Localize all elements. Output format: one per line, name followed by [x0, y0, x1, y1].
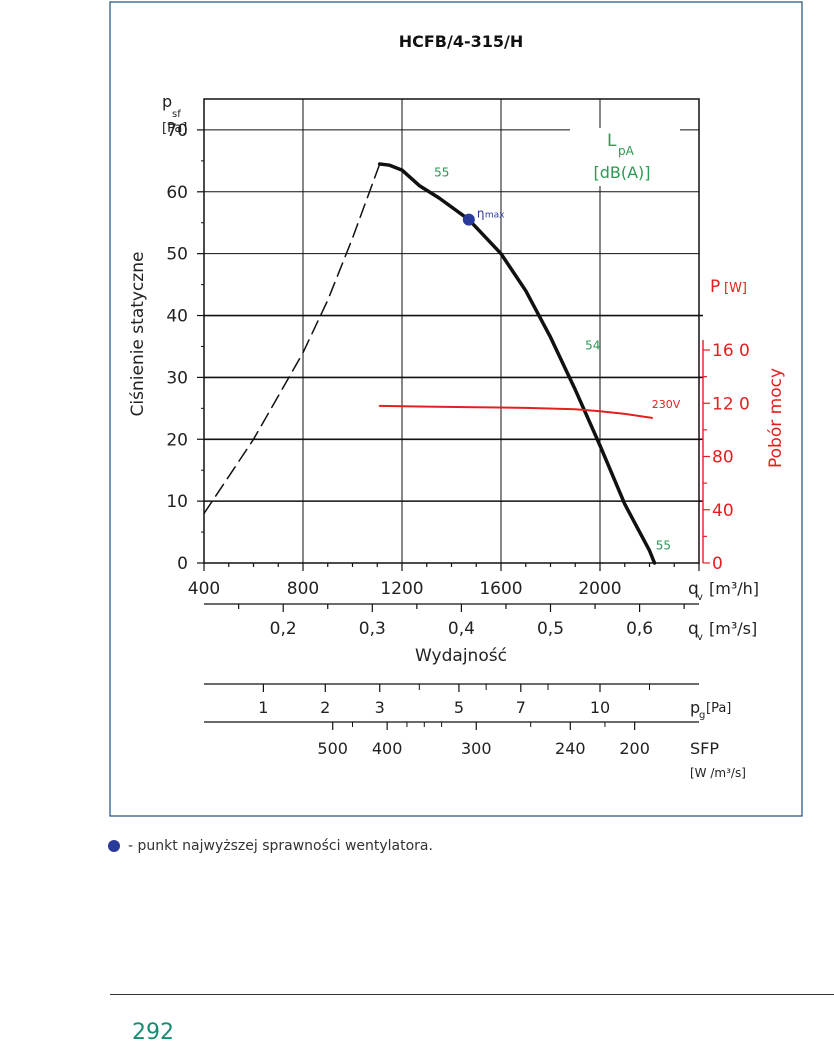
y2-tick-label: 40 — [712, 501, 734, 521]
y-tick-label: 10 — [166, 492, 188, 512]
power-curve — [378, 404, 653, 419]
y-tick-label: 30 — [166, 368, 188, 388]
noise-label-sub: pA — [618, 144, 635, 158]
x-unit-label: [m³/h] — [709, 579, 759, 598]
y-tick-label: 70 — [166, 121, 188, 141]
y-axis-title: Ciśnienie statyczne — [128, 252, 148, 417]
pg-tick-label: 10 — [590, 698, 610, 717]
noise-label-main: L — [607, 131, 617, 151]
pg-unit-sub: g — [699, 710, 705, 721]
pressure-curve — [377, 162, 657, 565]
sfp-tick-label: 200 — [619, 739, 650, 758]
y2-tick-label: 0 — [712, 554, 723, 574]
y-tick-label: 60 — [166, 183, 188, 203]
y-tick-label: 50 — [166, 245, 188, 265]
x-tick-label: 1600 — [479, 579, 522, 599]
pg-unit-label: [Pa] — [706, 701, 731, 716]
x2-unit-sub: v — [697, 632, 703, 643]
y2-tick-label: 80 — [712, 448, 734, 468]
y-tick-label: 40 — [166, 307, 188, 327]
x-tick-label: 2000 — [578, 579, 621, 599]
y2-unit-label: [W] — [724, 281, 747, 296]
x2-tick-label: 0,3 — [359, 619, 386, 639]
page-number: 292 — [132, 1020, 174, 1045]
x-tick-label: 400 — [188, 579, 220, 599]
pressure-curve-unstable — [203, 163, 381, 515]
footer-divider — [110, 994, 834, 995]
x2-tick-label: 0,4 — [448, 619, 475, 639]
chart-frame — [109, 1, 803, 817]
sfp-tick-label: 500 — [317, 739, 348, 758]
sfp-tick-label: 240 — [555, 739, 586, 758]
chart-title: HCFB/4-315/H — [399, 32, 524, 51]
pg-tick-label: 5 — [454, 698, 464, 717]
x-tick-label: 800 — [287, 579, 319, 599]
pg-tick-label: 1 — [258, 698, 268, 717]
eta-legend: - punkt najwyższej sprawności wentylator… — [108, 838, 433, 854]
noise-annotation: 54 — [585, 339, 600, 353]
pg-unit-symbol: p — [690, 698, 700, 717]
y-tick-label: 0 — [177, 554, 188, 574]
noise-label-bg — [570, 128, 680, 186]
eta-legend-text: - punkt najwyższej sprawności wentylator… — [128, 838, 433, 854]
x2-tick-label: 0,6 — [626, 619, 653, 639]
eta-label-sub: max — [485, 211, 505, 221]
x-tick-label: 1200 — [380, 579, 423, 599]
pg-tick-label: 3 — [375, 698, 385, 717]
y-unit-label: [Pa] — [162, 121, 187, 136]
noise-annotation: 55 — [434, 165, 449, 179]
y-tick-label: 20 — [166, 430, 188, 450]
power-curve-label: 230V — [652, 398, 681, 411]
pg-tick-label: 7 — [516, 698, 526, 717]
y2-tick-label: 12 0 — [712, 394, 750, 414]
y2-axis-title: Pobór mocy — [766, 368, 786, 468]
x-axis-title: Wydajność — [415, 646, 507, 666]
noise-annotation: 55 — [656, 538, 671, 552]
sfp-tick-label: 400 — [372, 739, 403, 758]
sfp-unit-line2: [W /m³/s] — [690, 766, 746, 780]
eta-label: η — [477, 207, 485, 221]
eta-max-point — [462, 213, 475, 226]
x2-unit-symbol: q — [688, 619, 699, 639]
x2-tick-label: 0,5 — [537, 619, 564, 639]
y2-unit-symbol: P — [710, 277, 720, 297]
x2-unit-label: [m³/s] — [709, 619, 757, 638]
y-unit-sub: sf — [172, 109, 181, 120]
x2-tick-label: 0,2 — [270, 619, 297, 639]
x-unit-symbol: q — [688, 579, 699, 599]
x-unit-sub: v — [697, 592, 703, 603]
pg-tick-label: 2 — [320, 698, 330, 717]
sfp-unit-label: SFP — [690, 739, 719, 758]
y-unit-symbol: p — [162, 92, 172, 111]
noise-label-unit: [dB(A)] — [593, 163, 650, 182]
sfp-tick-label: 300 — [461, 739, 492, 758]
eta-point-legend-icon — [108, 840, 120, 852]
y2-tick-label: 16 0 — [712, 341, 750, 361]
